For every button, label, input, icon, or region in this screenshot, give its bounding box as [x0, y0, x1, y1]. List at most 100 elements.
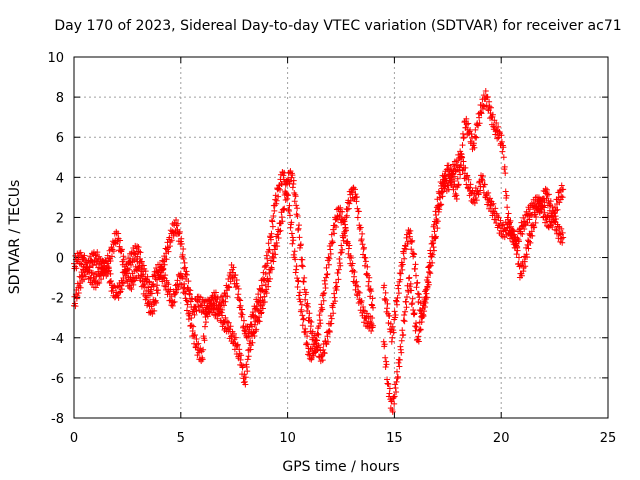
data-point [406, 274, 413, 281]
data-point [364, 263, 371, 270]
data-point [230, 330, 237, 337]
data-point [382, 363, 389, 370]
data-point [297, 241, 304, 248]
data-point [202, 319, 209, 326]
data-point [358, 236, 365, 243]
data-point [299, 312, 306, 319]
data-point [319, 306, 326, 313]
data-point [150, 283, 157, 290]
data-point [183, 288, 190, 295]
data-point [186, 310, 193, 317]
data-point [448, 174, 455, 181]
data-point [381, 282, 388, 289]
tick-labels: -8 -6 -4 -2 0 2 4 6 8 10 0 5 10 15 20 25 [47, 51, 616, 446]
data-point [245, 353, 252, 360]
data-point [559, 239, 566, 246]
data-point [172, 290, 179, 297]
y-tick-label: -6 [51, 372, 64, 387]
data-point [167, 286, 174, 293]
data-point [429, 259, 436, 266]
data-point [242, 381, 249, 388]
data-point [516, 254, 522, 261]
data-point [429, 251, 436, 258]
data-point [346, 200, 353, 207]
data-point [265, 240, 272, 247]
data-point [190, 323, 197, 330]
data-point [266, 246, 273, 253]
data-point [117, 237, 124, 244]
data-point [524, 253, 531, 260]
data-point [369, 314, 376, 321]
data-point [471, 133, 478, 140]
data-point [239, 311, 246, 318]
data-point [222, 314, 229, 321]
data-point [258, 309, 265, 316]
data-point [484, 93, 491, 100]
data-point [191, 311, 198, 318]
data-point [394, 301, 401, 308]
data-point [359, 230, 366, 237]
data-point [351, 268, 358, 275]
data-point [130, 281, 137, 288]
data-point [389, 334, 396, 341]
data-point [441, 185, 448, 192]
data-point [239, 362, 246, 369]
data-point [304, 341, 311, 348]
data-point [554, 223, 561, 230]
data-point [559, 194, 566, 201]
data-point [321, 290, 328, 297]
data-point [368, 327, 375, 334]
data-point [188, 315, 195, 322]
data-point [303, 340, 310, 347]
data-point [542, 219, 549, 226]
data-point [327, 250, 334, 257]
data-point [276, 228, 283, 235]
data-point [547, 198, 554, 205]
x-tick-label: 25 [600, 431, 617, 446]
data-point [293, 202, 300, 209]
data-point [265, 278, 272, 285]
data-point [326, 255, 333, 262]
data-point [306, 310, 313, 317]
data-point [160, 266, 167, 273]
y-tick-label: -4 [51, 332, 64, 347]
data-point [322, 284, 329, 291]
data-point [320, 290, 327, 297]
data-point [516, 238, 522, 245]
data-point [212, 289, 219, 296]
data-point [290, 177, 297, 184]
data-point [525, 238, 532, 245]
data-point [390, 329, 397, 336]
data-point [163, 256, 170, 263]
data-point [524, 219, 531, 226]
data-point [483, 191, 490, 198]
data-point [396, 363, 403, 370]
data-point [185, 278, 192, 285]
data-point [200, 346, 207, 353]
data-point [432, 233, 439, 240]
data-point [449, 171, 456, 178]
data-point [487, 104, 494, 111]
data-point [178, 240, 185, 247]
data-point [144, 273, 151, 280]
data-point [288, 219, 295, 226]
data-point [309, 328, 316, 335]
data-point [108, 277, 115, 284]
data-point [337, 249, 344, 256]
data-point [553, 215, 560, 222]
data-point [507, 223, 514, 230]
data-point [97, 264, 104, 271]
data-point [164, 239, 171, 246]
plot-frame [73, 56, 609, 419]
data-point [401, 255, 408, 262]
data-point [107, 278, 114, 285]
data-point [369, 295, 376, 302]
data-point [281, 205, 288, 212]
data-point [460, 158, 467, 165]
data-point [173, 216, 180, 223]
data-point [494, 212, 501, 219]
y-axis-label: SDTVAR / TECUs [7, 180, 23, 295]
data-point [267, 275, 274, 282]
data-point [180, 255, 187, 262]
